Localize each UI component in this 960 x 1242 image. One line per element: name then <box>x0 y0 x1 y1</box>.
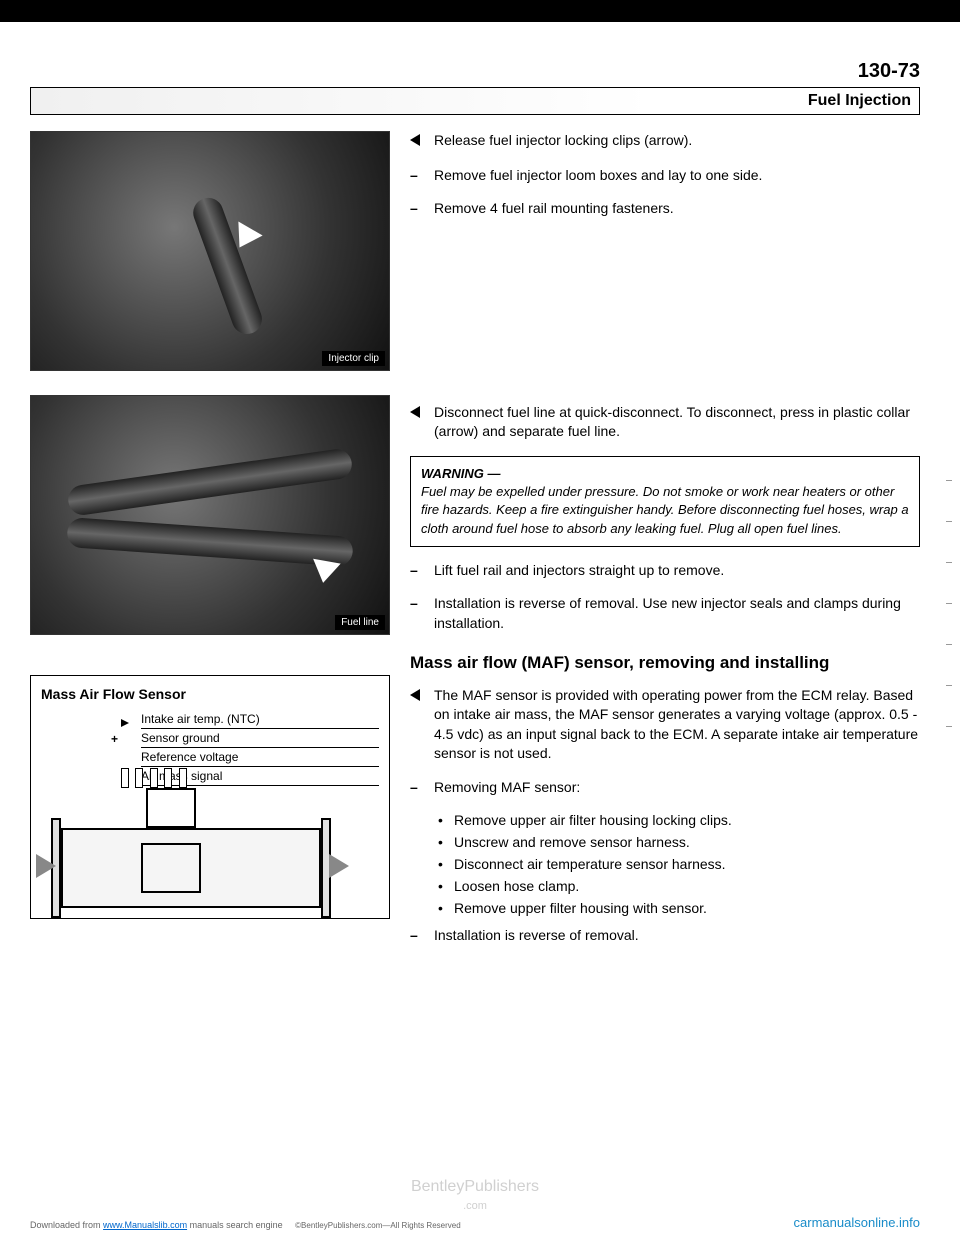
right-column: Release fuel injector locking clips (arr… <box>410 131 920 959</box>
dash-marker-icon: – <box>410 594 434 633</box>
triangle-marker-icon <box>410 403 434 442</box>
maf-internal <box>141 843 201 893</box>
step-text: Remove fuel injector loom boxes and lay … <box>434 166 920 186</box>
footer-dl-link[interactable]: www.Manualslib.com <box>103 1220 187 1230</box>
procedure-step: – Remove fuel injector loom boxes and la… <box>410 166 920 186</box>
list-item: • Remove upper air filter housing lockin… <box>438 812 920 828</box>
dash-marker-icon: – <box>410 926 434 946</box>
bullet-text: Remove upper air filter housing locking … <box>454 812 732 828</box>
dash-marker-icon: – <box>410 199 434 219</box>
footer-right-link[interactable]: carmanualsonline.info <box>794 1215 920 1230</box>
step-text: Installation is reverse of removal. <box>434 926 920 946</box>
procedure-step: Disconnect fuel line at quick-disconnect… <box>410 403 920 442</box>
footer: BentleyPublishers .com Downloaded from w… <box>30 1178 920 1230</box>
list-item: • Unscrew and remove sensor harness. <box>438 834 920 850</box>
warning-heading: WARNING — <box>421 466 500 481</box>
dash-marker-icon: – <box>410 778 434 798</box>
diagram-label: Sensor ground <box>141 729 379 748</box>
bullet-icon: • <box>438 834 454 850</box>
photo-fuel-line: Fuel line <box>30 395 390 635</box>
triangle-marker-icon <box>410 686 434 764</box>
step-text: Disconnect fuel line at quick-disconnect… <box>434 403 920 442</box>
bullet-icon: • <box>438 856 454 872</box>
maf-schematic <box>41 758 379 908</box>
diagram-title: Mass Air Flow Sensor <box>41 686 379 702</box>
maf-diagram-box: Mass Air Flow Sensor Intake air temp. (N… <box>30 675 390 919</box>
triangle-marker-icon <box>410 131 434 152</box>
photo-arrow-icon <box>309 559 340 586</box>
subheading: Mass air flow (MAF) sensor, removing and… <box>410 652 920 674</box>
photo-label: Injector clip <box>322 351 385 366</box>
footer-copyright: ©BentleyPublishers.com—All Rights Reserv… <box>295 1221 461 1230</box>
maf-pin <box>164 768 172 788</box>
maf-pin <box>179 768 187 788</box>
procedure-step: – Installation is reverse of removal. Us… <box>410 594 920 633</box>
list-item: • Disconnect air temperature sensor harn… <box>438 856 920 872</box>
bullet-icon: • <box>438 900 454 916</box>
bullet-list: • Remove upper air filter housing lockin… <box>438 812 920 916</box>
left-column: Injector clip Fuel line Mass Air Flow Se… <box>30 131 390 959</box>
footer-dl-suffix: manuals search engine <box>187 1220 283 1230</box>
page-number: 130-73 <box>30 60 920 83</box>
footer-download: Downloaded from www.Manualslib.com manua… <box>30 1220 461 1230</box>
maf-pin <box>121 768 129 788</box>
dash-marker-icon: – <box>410 561 434 581</box>
procedure-step: – Installation is reverse of removal. <box>410 926 920 946</box>
step-text: Lift fuel rail and injectors straight up… <box>434 561 920 581</box>
photo-label: Fuel line <box>335 615 385 630</box>
maf-pin <box>135 768 143 788</box>
step-text: Remove 4 fuel rail mounting fasteners. <box>434 199 920 219</box>
step-text: Removing MAF sensor: <box>434 778 920 798</box>
watermark-text: .com <box>463 1200 487 1212</box>
step-text: The MAF sensor is provided with operatin… <box>434 686 920 764</box>
footer-dl-prefix: Downloaded from <box>30 1220 103 1230</box>
dash-marker-icon: – <box>410 166 434 186</box>
section-title: Fuel Injection <box>808 92 911 109</box>
list-item: • Remove upper filter housing with senso… <box>438 900 920 916</box>
maf-pin <box>150 768 158 788</box>
list-item: • Loosen hose clamp. <box>438 878 920 894</box>
bullet-text: Loosen hose clamp. <box>454 878 579 894</box>
margin-tick <box>946 562 952 563</box>
step-text: Release fuel injector locking clips (arr… <box>434 131 920 152</box>
warning-box: WARNING — Fuel may be expelled under pre… <box>410 456 920 547</box>
photo-injector-clip: Injector clip <box>30 131 390 371</box>
section-title-box: Fuel Injection <box>30 87 920 115</box>
procedure-step: – Remove 4 fuel rail mounting fasteners. <box>410 199 920 219</box>
procedure-step: – Removing MAF sensor: <box>410 778 920 798</box>
footer-watermark: BentleyPublishers .com <box>30 1178 920 1214</box>
bullet-icon: • <box>438 878 454 894</box>
flow-arrow-icon <box>36 854 56 878</box>
margin-tick <box>946 644 952 645</box>
procedure-step: Release fuel injector locking clips (arr… <box>410 131 920 152</box>
margin-marks <box>946 480 952 767</box>
warning-body: Fuel may be expelled under pressure. Do … <box>421 484 909 535</box>
bullet-icon: • <box>438 812 454 828</box>
watermark-text: BentleyPublishers <box>411 1178 539 1195</box>
margin-tick <box>946 521 952 522</box>
step-text: Installation is reverse of removal. Use … <box>434 594 920 633</box>
bullet-text: Unscrew and remove sensor harness. <box>454 834 690 850</box>
margin-tick <box>946 603 952 604</box>
flow-arrow-icon <box>329 854 349 878</box>
margin-tick <box>946 726 952 727</box>
margin-tick <box>946 480 952 481</box>
margin-tick <box>946 685 952 686</box>
content-area: Injector clip Fuel line Mass Air Flow Se… <box>30 131 920 959</box>
bullet-text: Remove upper filter housing with sensor. <box>454 900 707 916</box>
bullet-text: Disconnect air temperature sensor harnes… <box>454 856 726 872</box>
maf-connector <box>121 768 221 788</box>
diagram-label: Intake air temp. (NTC) <box>141 710 379 729</box>
procedure-step: – Lift fuel rail and injectors straight … <box>410 561 920 581</box>
photo-background <box>31 396 389 634</box>
maf-sensor-top <box>146 788 196 828</box>
page-header: 130-73 <box>30 60 920 83</box>
top-black-bar <box>0 0 960 22</box>
procedure-step: The MAF sensor is provided with operatin… <box>410 686 920 764</box>
